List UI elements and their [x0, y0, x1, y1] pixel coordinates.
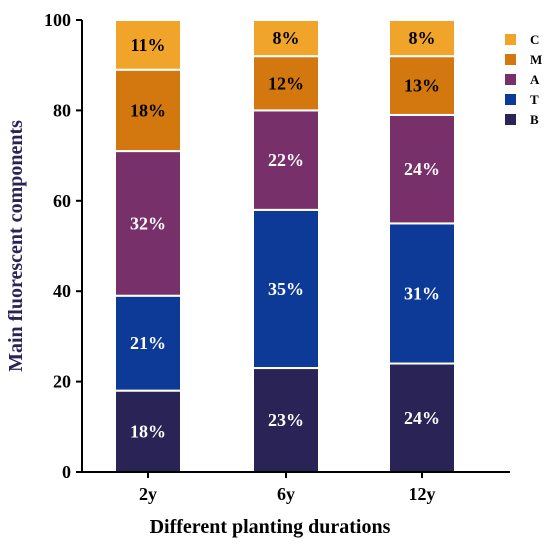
x-tick-label: 6y — [277, 484, 295, 504]
y-tick-label: 100 — [44, 10, 71, 30]
data-label-T-2y: 21% — [130, 333, 166, 353]
bars-group — [114, 19, 456, 474]
bar-segment-T-2y — [114, 294, 182, 392]
data-label-M-12y: 13% — [404, 76, 440, 96]
data-label-C-12y: 8% — [409, 28, 436, 48]
data-label-M-2y: 18% — [130, 100, 166, 120]
data-label-A-2y: 32% — [130, 213, 166, 233]
axes-group — [81, 20, 510, 473]
y-ticks-group: 0 20 40 60 80 100 — [44, 10, 82, 482]
legend-swatch-A — [505, 74, 516, 85]
data-label-A-6y: 22% — [268, 150, 304, 170]
x-axis-title: Different planting durations — [150, 516, 391, 538]
legend-label-A: A — [530, 72, 540, 87]
data-label-C-6y: 8% — [273, 28, 300, 48]
data-label-B-12y: 24% — [404, 408, 440, 428]
data-label-C-2y: 11% — [130, 35, 165, 55]
legend-label-M: M — [530, 52, 542, 67]
x-ticks-group: 2y 6y 12y — [139, 472, 436, 504]
x-tick-label: 12y — [409, 484, 436, 504]
legend-swatch-C — [505, 34, 516, 45]
data-label-T-12y: 31% — [404, 283, 440, 303]
bar-segment-T-12y — [388, 222, 456, 365]
bar-segment-A-6y — [252, 109, 320, 211]
bar-segment-C-2y — [114, 19, 182, 71]
y-tick-label: 20 — [53, 372, 71, 392]
legend-swatch-M — [505, 54, 516, 65]
bar-segment-B-2y — [114, 389, 182, 474]
y-tick-label: 40 — [53, 281, 71, 301]
x-tick-label: 2y — [139, 484, 157, 504]
data-label-T-6y: 35% — [268, 279, 304, 299]
bar-segment-B-12y — [388, 362, 456, 473]
bar-segment-A-12y — [388, 113, 456, 225]
bar-segment-C-12y — [388, 19, 456, 58]
legend-label-C: C — [530, 32, 539, 47]
legend-label-T: T — [530, 92, 539, 107]
bar-segment-M-2y — [114, 68, 182, 153]
data-label-B-2y: 18% — [130, 421, 166, 441]
bar-segment-C-6y — [252, 19, 320, 58]
data-label-A-12y: 24% — [404, 159, 440, 179]
data-label-M-6y: 12% — [268, 73, 304, 93]
bar-segment-T-6y — [252, 208, 320, 370]
y-tick-label: 80 — [53, 100, 71, 120]
bar-segment-B-6y — [252, 367, 320, 474]
legend-swatch-B — [505, 114, 516, 125]
y-tick-label: 0 — [62, 462, 71, 482]
y-tick-label: 60 — [53, 191, 71, 211]
legend-label-B: B — [530, 112, 539, 127]
segment-labels-group: 18% 21% 32% 18% 11% 23% 35% 22% 12% 8% 24% 31% 24% 13… — [130, 28, 440, 441]
legend-swatch-T — [505, 94, 516, 105]
data-label-B-6y: 23% — [268, 410, 304, 430]
y-axis-title: Main fluorescent components — [5, 120, 27, 372]
bar-segment-M-6y — [252, 55, 320, 112]
